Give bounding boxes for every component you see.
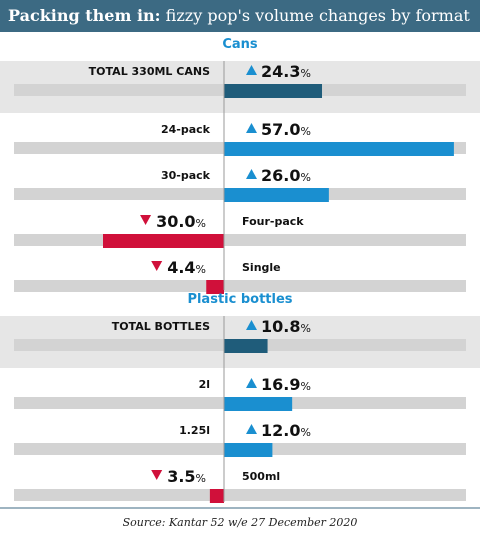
category-label: 30-pack: [161, 169, 211, 182]
bar: [206, 280, 224, 294]
bar-row: 24-pack 57.0%: [14, 120, 466, 156]
value-label: 24.3%: [261, 62, 311, 81]
down-arrow-icon: [151, 470, 163, 480]
bar-track: [14, 234, 466, 246]
up-arrow-icon: [246, 65, 257, 75]
value-label: 16.9%: [261, 375, 311, 394]
value-label: 57.0%: [261, 120, 311, 139]
category-label: 2l: [199, 378, 210, 391]
bar-row: TOTAL 330ML CANS 24.3%: [0, 61, 480, 113]
value-label: 30.0%: [156, 212, 206, 231]
bar-chart: Cans TOTAL 330ML CANS 24.3% 24-pack 57.0% 30-…: [0, 37, 480, 529]
bar: [103, 234, 224, 248]
value-label: 12.0%: [261, 421, 311, 440]
bar: [224, 188, 329, 202]
category-label: Four-pack: [242, 215, 304, 228]
header-title-bold: Packing them in:: [8, 6, 161, 25]
bar: [209, 489, 224, 503]
down-arrow-icon: [151, 261, 163, 271]
bar-row: 30-pack 26.0%: [14, 166, 466, 202]
value-label: 10.8%: [261, 317, 311, 336]
section-title: Cans: [222, 37, 258, 52]
bar: [224, 142, 454, 156]
bar: [224, 443, 273, 457]
bar-row: 2l 16.9%: [14, 375, 466, 411]
chart-header: Packing them in: fizzy pop's volume chan…: [0, 0, 480, 32]
category-label: Single: [242, 261, 281, 274]
source-note: Source: Kantar 52 w/e 27 December 2020: [123, 516, 358, 529]
bar-row: Four-pack 30.0%: [14, 212, 466, 248]
section-title: Plastic bottles: [187, 292, 292, 307]
bar-row: Single 4.4%: [14, 258, 466, 294]
bar-row: 1.25l 12.0%: [14, 421, 466, 457]
up-arrow-icon: [246, 320, 257, 330]
bar: [224, 339, 268, 353]
down-arrow-icon: [140, 215, 152, 225]
value-label: 3.5%: [167, 467, 206, 486]
up-arrow-icon: [246, 169, 257, 179]
value-label: 26.0%: [261, 166, 311, 185]
value-label: 4.4%: [167, 258, 206, 277]
category-label: 500ml: [242, 470, 280, 483]
up-arrow-icon: [246, 424, 257, 434]
category-label: TOTAL 330ML CANS: [89, 65, 210, 78]
bar: [224, 397, 293, 411]
bar-row: TOTAL BOTTLES 10.8%: [0, 316, 480, 368]
bar-track: [14, 280, 466, 292]
category-label: TOTAL BOTTLES: [112, 320, 210, 333]
bar-row: 500ml 3.5%: [14, 467, 466, 503]
category-label: 24-pack: [161, 123, 211, 136]
header-title-rest: fizzy pop's volume changes by format: [160, 6, 470, 25]
up-arrow-icon: [246, 378, 257, 388]
category-label: 1.25l: [179, 424, 210, 437]
up-arrow-icon: [246, 123, 257, 133]
bar-track: [14, 489, 466, 501]
bar: [224, 84, 323, 98]
